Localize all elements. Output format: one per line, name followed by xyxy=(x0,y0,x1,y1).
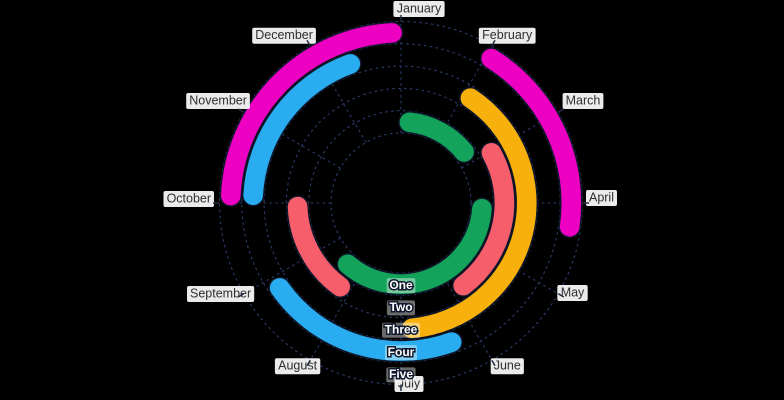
month-label-text-october: October xyxy=(167,191,211,205)
ring-label-chip xyxy=(386,278,416,294)
month-label-march: March xyxy=(562,93,604,109)
month-tick-june xyxy=(491,359,496,367)
month-label-chip xyxy=(478,27,536,44)
month-label-text-july: July xyxy=(398,376,421,390)
grid-circle xyxy=(330,132,472,274)
month-label-text-january: January xyxy=(397,1,442,15)
ring-one-arc-0 xyxy=(399,112,474,162)
grid-spoke-march xyxy=(461,111,559,169)
ring-label-chip xyxy=(385,345,417,361)
month-label-august: August xyxy=(274,358,321,375)
ring-two-arc-0 xyxy=(453,143,515,296)
ring-three-arc-0 xyxy=(402,88,537,339)
ring-five-arc-0 xyxy=(481,48,582,237)
ring-label-five: Five xyxy=(386,366,416,383)
month-ticks xyxy=(213,15,589,391)
month-label-text-november: November xyxy=(189,93,247,107)
bar-series-group xyxy=(219,21,583,363)
month-label-april: April xyxy=(586,190,617,206)
month-label-text-march: March xyxy=(566,93,601,107)
month-tick-february xyxy=(491,39,496,47)
ring-label-chip xyxy=(382,322,420,338)
month-tick-march xyxy=(557,108,565,113)
grid-spoke-november xyxy=(243,111,341,169)
month-label-text-august: August xyxy=(278,359,317,373)
month-label-chip xyxy=(186,93,250,109)
ring-label-three: Three xyxy=(382,321,420,338)
month-label-chip xyxy=(252,27,316,44)
month-tick-september xyxy=(237,293,245,298)
ring-four-arc-1 xyxy=(243,54,361,206)
ring-label-chip xyxy=(386,300,415,316)
month-label-chip xyxy=(393,1,445,17)
month-tick-may xyxy=(557,293,565,298)
ring-label-text-one: One xyxy=(389,278,413,292)
month-label-november: November xyxy=(186,93,250,109)
month-label-october: October xyxy=(163,191,214,207)
month-label-december: December xyxy=(252,27,316,44)
month-label-text-february: February xyxy=(482,28,533,42)
month-label-may: May xyxy=(557,285,588,301)
month-label-chip xyxy=(586,190,617,206)
ring-label-chip xyxy=(386,367,416,383)
month-label-chip xyxy=(562,93,604,109)
ring-two-arc-1 xyxy=(287,196,350,297)
ring-label-one: One xyxy=(386,276,416,294)
month-label-text-december: December xyxy=(255,28,313,42)
month-tick-august xyxy=(306,359,311,367)
month-label-text-september: September xyxy=(190,286,251,300)
month-label-chip xyxy=(490,358,524,375)
month-label-chip xyxy=(187,286,255,302)
ring-label-text-two: Two xyxy=(389,300,412,314)
ring-labels: One Two Three Four Five xyxy=(382,276,420,383)
month-label-september: September xyxy=(187,286,255,302)
ring-label-two: Two xyxy=(386,299,415,316)
month-label-text-june: June xyxy=(494,359,521,373)
month-label-chip xyxy=(163,191,214,207)
month-tick-november xyxy=(237,108,245,113)
ring-one-arc-1 xyxy=(337,198,492,294)
month-label-february: February xyxy=(478,27,536,44)
month-tick-december xyxy=(306,39,311,47)
ring-label-text-three: Three xyxy=(385,322,418,336)
month-label-chip xyxy=(557,285,588,301)
ring-label-text-five: Five xyxy=(389,367,413,381)
month-label-january: January xyxy=(393,1,445,17)
month-label-text-april: April xyxy=(589,190,614,204)
ring-label-four: Four xyxy=(385,343,417,361)
month-label-june: June xyxy=(490,358,524,375)
grid-spoke-september xyxy=(243,237,341,295)
ring-label-text-four: Four xyxy=(388,345,415,359)
ring-four-arc-0 xyxy=(269,278,462,361)
ring-five-arc-1 xyxy=(221,23,402,206)
month-label-text-may: May xyxy=(561,285,585,299)
grid-spoke-december xyxy=(309,45,367,143)
